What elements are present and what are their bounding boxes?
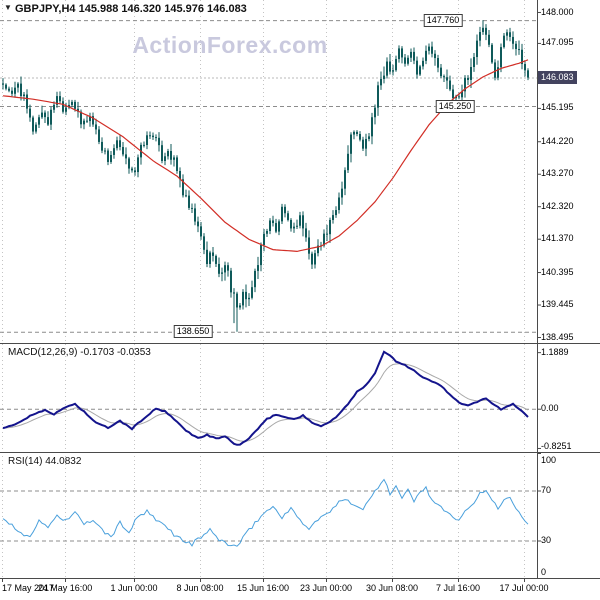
price-axis-label: 141.370 — [541, 233, 574, 244]
macd-signal-line — [2, 363, 529, 442]
main-chart-panel[interactable] — [0, 0, 537, 343]
rsi-axis-label: 100 — [541, 455, 557, 465]
price-axis-label: 140.395 — [541, 266, 574, 277]
macd-line — [2, 350, 529, 446]
rsi-line — [2, 478, 529, 547]
date-axis-label: 15 Jun 16:00 — [236, 583, 290, 593]
date-axis-label: 8 Jun 08:00 — [176, 583, 224, 593]
chart-title: GBPJPY,H4 145.988 146.320 145.976 146.08… — [15, 3, 247, 15]
price-axis-label: 144.220 — [541, 135, 574, 146]
macd-indicator-label: MACD(12,26,9) -0.1703 -0.0353 — [8, 347, 151, 358]
date-axis-label: 7 Jul 16:00 — [435, 583, 481, 593]
date-axis-label: 17 May 2017 — [2, 583, 55, 593]
price-axis-label: 145.195 — [541, 102, 574, 113]
current-price-tag: 146.083 — [538, 70, 577, 84]
date-axis-label: 23 Jun 00:00 — [299, 583, 353, 593]
level-lines — [0, 20, 537, 542]
rsi-axis-label: 70 — [541, 485, 552, 495]
price-axis-label: 142.320 — [541, 200, 574, 211]
axes — [0, 0, 600, 582]
watermark: ActionForex.com — [132, 32, 328, 58]
rsi-panel[interactable] — [0, 453, 537, 578]
price-axis-label: 138.495 — [541, 331, 574, 342]
price-axis-label: 148.000 — [541, 6, 574, 17]
macd-axis-label: 1.1889 — [541, 346, 569, 357]
date-axis-label: 30 Jun 08:00 — [365, 583, 419, 593]
price-level-tag: 138.650 — [173, 325, 213, 339]
macd-axis-label: 0.00 — [541, 403, 559, 414]
macd-axis-label: -0.8251 — [541, 441, 572, 451]
candles-group — [2, 20, 529, 332]
rsi-axis-label: 0 — [541, 567, 547, 577]
price-level-tag: 145.250 — [435, 99, 475, 113]
price-axis-label: 143.270 — [541, 168, 574, 179]
date-axis-label: 24 May 16:00 — [37, 583, 93, 593]
rsi-indicator-label: RSI(14) 44.0832 — [8, 456, 82, 467]
date-axis-label: 1 Jun 00:00 — [110, 583, 158, 593]
price-axis-label: 147.095 — [541, 37, 574, 48]
gridlines — [2, 0, 525, 578]
macd-panel[interactable] — [0, 344, 537, 452]
date-axis-label: 17 Jul 00:00 — [499, 583, 549, 593]
rsi-axis-label: 30 — [541, 535, 552, 545]
price-axis-label: 139.445 — [541, 299, 574, 309]
price-level-tag: 147.760 — [423, 13, 463, 27]
symbol-marker-icon: ▼ — [4, 3, 12, 12]
